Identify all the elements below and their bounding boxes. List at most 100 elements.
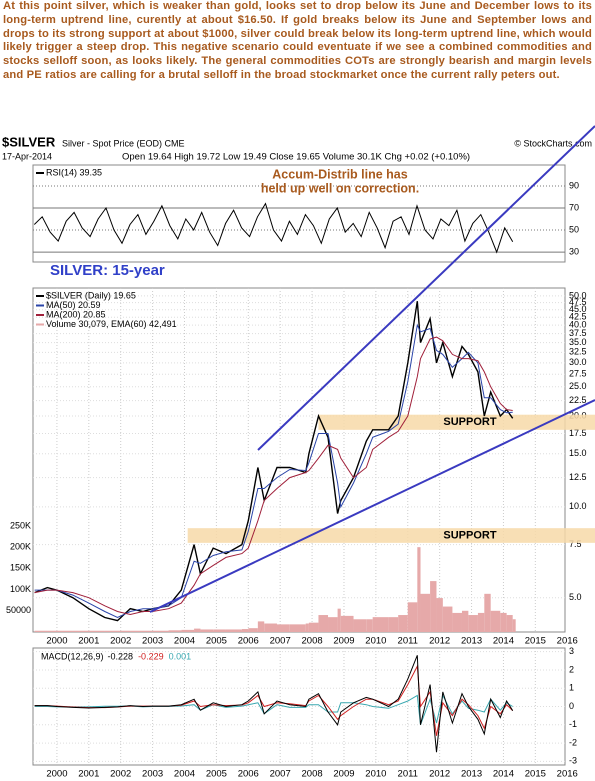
volume-bar: [152, 630, 169, 632]
y2-tick-label: 150K: [10, 563, 31, 573]
x-tick-label: 2006: [238, 636, 259, 647]
x-tick-label: 2008: [302, 769, 323, 780]
legend-entry: Volume 30,079, EMA(60) 42,491: [46, 319, 177, 329]
volume-bar: [398, 615, 408, 632]
support-band: [318, 414, 595, 430]
legend-entry: MA(200) 20.85: [46, 309, 106, 319]
volume-bar: [417, 547, 421, 632]
x-tick-label: 2000: [46, 636, 67, 647]
volume-bar: [353, 619, 367, 632]
volume-bar: [88, 630, 105, 632]
legend-entry: -0.229: [138, 651, 164, 661]
x-tick-label: 2005: [206, 636, 227, 647]
volume-bar: [366, 619, 373, 632]
x-tick-label: 2016: [557, 769, 578, 780]
series-line: [34, 323, 513, 619]
y2-tick-label: 250K: [10, 520, 31, 530]
legend-entry: RSI(14) 39.35: [46, 167, 102, 177]
volume-bar: [200, 629, 214, 632]
y-tick-label: 0: [569, 701, 574, 711]
y-tick-label: 3: [569, 646, 574, 656]
legend-entry: $SILVER (Daily) 19.65: [46, 290, 136, 300]
y-tick-label: 22.5: [569, 395, 587, 405]
y-tick-label: 35.0: [569, 337, 587, 347]
legend-label: MACD(12,26,9): [41, 651, 104, 661]
volume-bar: [468, 615, 478, 632]
volume-bar: [181, 629, 195, 632]
band-label: SUPPORT: [443, 529, 496, 541]
volume-bar: [490, 610, 501, 632]
x-tick-label: 2003: [142, 636, 163, 647]
volume-bar: [168, 630, 182, 632]
y-tick-label: 30.0: [569, 357, 587, 367]
volume-bar: [47, 630, 57, 632]
x-tick-label: 2013: [461, 636, 482, 647]
chart-label: SILVER: 15-year: [50, 262, 165, 279]
legend-entry: -0.228: [108, 651, 134, 661]
source: © StockCharts.com: [514, 138, 592, 148]
quote: Open 19.64 High 19.72 Low 19.49 Close 19…: [122, 152, 470, 163]
volume-bar: [117, 630, 131, 632]
x-tick-label: 2006: [238, 769, 259, 780]
volume-bar: [512, 619, 516, 632]
annotation: held up well on correction.: [261, 181, 419, 195]
instrument-name: Silver - Spot Price (EOD) CME: [62, 138, 185, 148]
y-tick-label: 70: [569, 202, 579, 212]
trend-line: [257, 125, 595, 451]
y-tick-label: 50: [569, 224, 579, 234]
volume-bar: [289, 624, 306, 632]
y2-tick-label: 100K: [10, 584, 31, 594]
x-tick-label: 2010: [365, 769, 386, 780]
y-tick-label: 17.5: [569, 428, 587, 438]
series-line: [34, 655, 514, 753]
y-tick-label: 45.0: [569, 304, 587, 314]
x-tick-label: 2007: [270, 636, 291, 647]
volume-bar: [34, 630, 48, 632]
series-line: [34, 301, 514, 622]
x-tick-label: 2012: [429, 769, 450, 780]
legend-entry: MA(50) 20.59: [46, 300, 101, 310]
panel-frame: [32, 164, 566, 263]
series-line: [34, 336, 513, 616]
y-tick-label: 50.0: [569, 290, 587, 300]
volume-bar: [452, 612, 462, 632]
volume-bar: [308, 622, 319, 632]
x-tick-label: 2001: [78, 636, 99, 647]
band-label: SUPPORT: [443, 416, 496, 428]
x-tick-label: 2011: [398, 769, 418, 780]
x-tick-label: 2000: [46, 769, 67, 780]
x-tick-label: 2008: [302, 636, 323, 647]
volume-bar: [56, 630, 73, 632]
symbol: $SILVER: [2, 134, 56, 149]
volume-bar: [241, 629, 249, 632]
x-tick-label: 2002: [110, 636, 131, 647]
volume-bar: [372, 617, 389, 632]
y-tick-label: 5.0: [569, 592, 582, 602]
x-tick-label: 2004: [174, 636, 195, 647]
volume-bar: [442, 606, 453, 632]
volume-bar: [484, 593, 491, 632]
x-tick-label: 2015: [525, 636, 546, 647]
volume-bar: [257, 621, 265, 632]
trend-lines: [149, 125, 595, 613]
volume-bar: [213, 629, 226, 632]
y-tick-label: 37.5: [569, 328, 587, 338]
series-line: [33, 202, 514, 254]
y-tick-label: -3: [569, 756, 577, 766]
y-tick-label: 12.5: [569, 472, 587, 482]
volume-bar: [305, 623, 309, 632]
x-tick-label: 2014: [493, 636, 514, 647]
date: 17-Apr-2014: [2, 151, 52, 161]
volume-bar: [225, 629, 242, 632]
volume-bar: [500, 612, 507, 632]
y-tick-label: 42.5: [569, 312, 587, 322]
volume-bar: [477, 612, 485, 632]
x-tick-label: 2009: [333, 769, 354, 780]
volume-bar: [506, 615, 513, 632]
x-tick-label: 2016: [557, 636, 578, 647]
x-tick-label: 2009: [333, 636, 354, 647]
volume-bar: [407, 602, 418, 632]
y-tick-label: 27.5: [569, 369, 587, 379]
